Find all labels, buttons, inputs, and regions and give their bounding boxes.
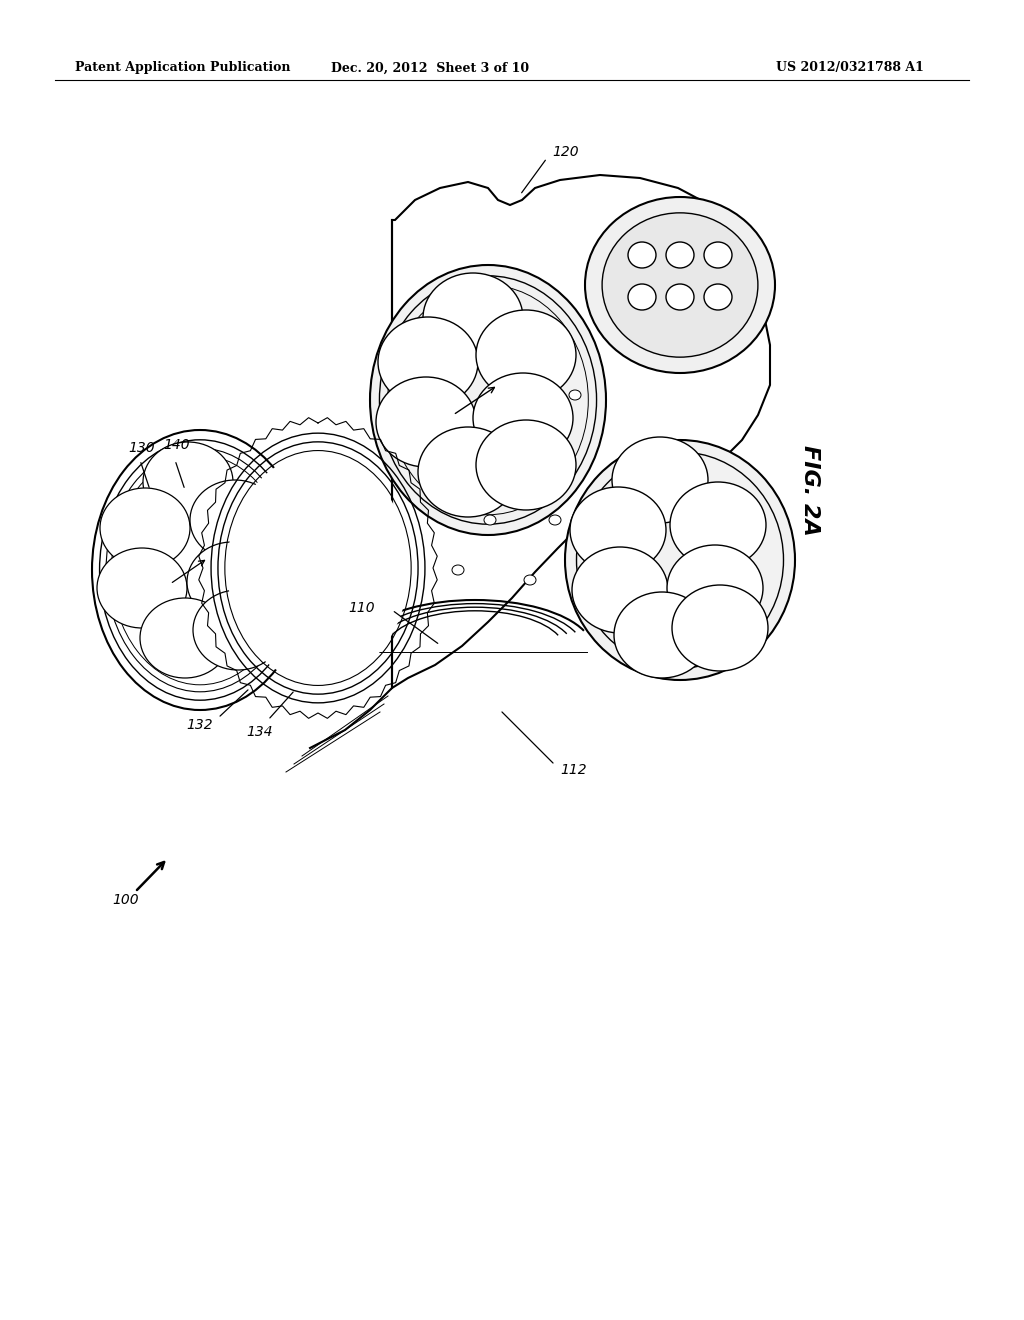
Ellipse shape: [565, 440, 795, 680]
Ellipse shape: [193, 590, 283, 671]
Ellipse shape: [452, 565, 464, 576]
Text: 112: 112: [560, 763, 587, 777]
Ellipse shape: [376, 378, 476, 467]
Text: Patent Application Publication: Patent Application Publication: [75, 62, 291, 74]
Text: 100: 100: [112, 894, 138, 907]
Ellipse shape: [187, 543, 278, 622]
Ellipse shape: [672, 585, 768, 671]
Ellipse shape: [378, 317, 478, 407]
Ellipse shape: [524, 576, 536, 585]
Text: 132: 132: [186, 718, 213, 733]
Ellipse shape: [418, 426, 518, 517]
Ellipse shape: [705, 284, 732, 310]
Ellipse shape: [579, 535, 591, 545]
Ellipse shape: [614, 591, 710, 678]
Ellipse shape: [628, 242, 656, 268]
Ellipse shape: [667, 545, 763, 631]
Ellipse shape: [572, 546, 668, 634]
Text: 110: 110: [348, 601, 375, 615]
Ellipse shape: [423, 273, 523, 363]
Ellipse shape: [539, 455, 551, 465]
Ellipse shape: [370, 265, 606, 535]
Ellipse shape: [705, 242, 732, 268]
Ellipse shape: [670, 482, 766, 568]
Ellipse shape: [140, 598, 230, 678]
Ellipse shape: [612, 437, 708, 523]
Ellipse shape: [628, 284, 656, 310]
Ellipse shape: [473, 374, 573, 463]
Ellipse shape: [534, 325, 546, 335]
Ellipse shape: [569, 389, 581, 400]
Ellipse shape: [92, 430, 308, 710]
Ellipse shape: [190, 480, 280, 560]
Text: 140: 140: [163, 438, 189, 451]
Text: 120: 120: [552, 145, 579, 158]
Ellipse shape: [549, 515, 561, 525]
Ellipse shape: [666, 284, 694, 310]
Polygon shape: [392, 176, 770, 688]
Text: US 2012/0321788 A1: US 2012/0321788 A1: [776, 62, 924, 74]
Ellipse shape: [570, 487, 666, 573]
Ellipse shape: [602, 213, 758, 358]
Ellipse shape: [476, 420, 575, 510]
Text: 130: 130: [128, 441, 155, 455]
Text: 134: 134: [247, 725, 273, 739]
Ellipse shape: [484, 515, 496, 525]
Ellipse shape: [143, 442, 233, 521]
Ellipse shape: [97, 548, 187, 628]
Ellipse shape: [585, 197, 775, 374]
Ellipse shape: [227, 454, 409, 682]
Text: Dec. 20, 2012  Sheet 3 of 10: Dec. 20, 2012 Sheet 3 of 10: [331, 62, 529, 74]
Ellipse shape: [666, 242, 694, 268]
Text: FIG. 2A: FIG. 2A: [800, 445, 820, 536]
Ellipse shape: [476, 310, 575, 400]
Ellipse shape: [100, 488, 190, 568]
